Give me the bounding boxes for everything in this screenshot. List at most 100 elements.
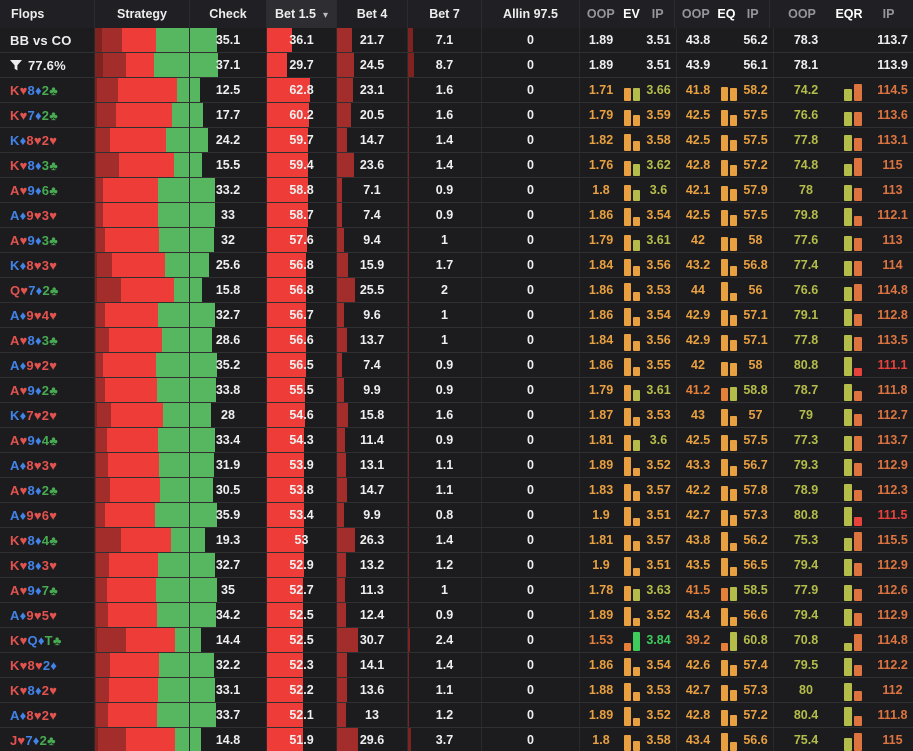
b4-value: 14.7: [359, 133, 385, 147]
strategy-segment-b4: [96, 453, 109, 477]
allin-cell: 0: [482, 503, 580, 527]
flop-row[interactable]: K♥ 7♦ 2♣ 17.7 60.2 20.5 1.6 0 1.79 3.59 42.5 57.5 76…: [0, 103, 913, 128]
frequency-bar-b4: [337, 628, 359, 652]
eqr-ip-value: 113: [882, 183, 903, 197]
col-header-bet-4[interactable]: Bet 4: [337, 0, 408, 28]
ev-ip-value: 3.62: [646, 158, 671, 172]
eqr-oop-value: 78.9: [793, 483, 819, 497]
flop-row[interactable]: A♦ 9♥ 4♥ 32.7 56.7 9.6 1 0 1.86 3.54 42.9 57.1 79.1 1…: [0, 303, 913, 328]
flop-row[interactable]: K♥ 8♦ 3♣ 15.5 59.4 23.6 1.4 0 1.76 3.62 42.8 57.2 74…: [0, 153, 913, 178]
flop-cards-cell: A♥ 9♦ 3♣: [0, 228, 95, 252]
eqr-oop-value: 79.1: [793, 308, 819, 322]
flop-row[interactable]: A♥ 8♦ 3♣ 28.6 56.6 13.7 1 0 1.84 3.56 42.9 57.1 77.8…: [0, 328, 913, 353]
flop-row[interactable]: A♥ 9♦ 3♣ 32 57.6 9.4 1 0 1.79 3.61 42 58 77.6 113: [0, 228, 913, 253]
flop-row[interactable]: K♥ 8♦ 4♣ 19.3 53 26.3 1.4 0 1.81 3.57 43.8 56.2 75.3…: [0, 528, 913, 553]
eq-oop-bar: [721, 281, 728, 301]
flop-row[interactable]: A♦ 9♥ 2♥ 35.2 56.5 7.4 0.9 0 1.86 3.55 42 58 80.8 111…: [0, 353, 913, 378]
eq-ip-value: 57: [748, 408, 763, 422]
flop-row[interactable]: A♦ 9♥ 6♥ 35.9 53.4 9.9 0.8 0 1.9 3.51 42.7 57.3 80.8…: [0, 503, 913, 528]
col-header-bet-1-5[interactable]: Bet 1.5 ▾: [267, 0, 337, 28]
filter-cell: 77.6%: [0, 53, 95, 77]
eqr-ip-bar: [854, 336, 862, 351]
filter-row[interactable]: 77.6% 37.1 29.7 24.5 8.7 0 1.89 3.51 43.9 56.1 78.…: [0, 53, 913, 78]
flop-row[interactable]: J♥ 7♦ 2♣ 14.8 51.9 29.6 3.7 0 1.8 3.58 43.4 56.6 75.…: [0, 728, 913, 751]
eqr-ip-value: 111.8: [877, 383, 908, 397]
eqr-oop-value: 78.7: [793, 383, 819, 397]
ev-oop-value: 1.8: [592, 183, 610, 197]
flop-row[interactable]: A♦ 9♥ 3♥ 33 58.7 7.4 0.9 0 1.86 3.54 42.5 57.5 79.8 1…: [0, 203, 913, 228]
strategy-bar: [95, 728, 190, 751]
col-header-check[interactable]: Check: [190, 0, 267, 28]
strategy-bar: [95, 428, 190, 452]
col-header-eqr-group[interactable]: OOP EQR IP: [770, 0, 913, 28]
frequency-bar-b4: [337, 378, 344, 402]
ev-ip-value: 3.56: [646, 258, 671, 272]
col-header-bet-7-label: Bet 7: [429, 7, 460, 21]
col-header-eq-group[interactable]: OOP EQ IP: [675, 0, 770, 28]
col-header-bet-7[interactable]: Bet 7: [408, 0, 482, 28]
strategy-segment-check: [166, 128, 189, 152]
flop-row[interactable]: A♥ 9♦ 2♣ 33.8 55.5 9.9 0.9 0 1.79 3.61 41.2 58.8 78.…: [0, 378, 913, 403]
flop-row[interactable]: K♦ 8♥ 3♥ 25.6 56.8 15.9 1.7 0 1.84 3.56 43.2 56.8 77…: [0, 253, 913, 278]
b15-value: 53.8: [289, 483, 314, 497]
eq-oop-bar: [721, 134, 728, 151]
strategy-segment-b7: [95, 78, 97, 102]
eqr-oop-value: 77.6: [793, 233, 819, 247]
col-header-ev-group[interactable]: OOP EV IP: [580, 0, 675, 28]
eq-header: EQ: [717, 7, 736, 21]
ev-ip-bar: [633, 366, 640, 376]
flop-row[interactable]: K♥ Q♦ T♣ 14.4 52.5 30.7 2.4 0 1.53 3.84 39.2 60.8 70…: [0, 628, 913, 653]
eqr-group: 76.6 114.8: [774, 278, 913, 302]
frequency-bar-b4: [337, 328, 347, 352]
check-cell: 12.5: [190, 78, 267, 102]
col-header-strategy[interactable]: Strategy: [95, 0, 190, 28]
b7-cell: 1.6: [408, 78, 482, 102]
card-5h: 5♥: [41, 607, 58, 623]
flop-row[interactable]: A♦ 8♥ 3♥ 31.9 53.9 13.1 1.1 0 1.89 3.52 43.3 56.7 79…: [0, 453, 913, 478]
flop-row[interactable]: Q♥ 7♦ 2♣ 15.8 56.8 25.5 2 0 1.86 3.53 44 56 76.6 114.…: [0, 278, 913, 303]
summary-row[interactable]: BB vs CO 35.1 36.1 21.7 7.1 0 1.89 3.51 43.8 56.2…: [0, 28, 913, 53]
b7-cell: 2.4: [408, 628, 482, 652]
ev-oop-bar: [624, 657, 631, 676]
b4-value: 13.2: [359, 558, 385, 572]
flop-row[interactable]: K♦ 7♥ 2♥ 28 54.6 15.8 1.6 0 1.87 3.53 43 57 79 112.7: [0, 403, 913, 428]
b15-value: 56.6: [289, 333, 314, 347]
frequency-bar-b7: [408, 653, 410, 677]
flop-row[interactable]: A♥ 9♦ 6♣ 33.2 58.8 7.1 0.9 0 1.8 3.6 42.1 57.9 78 113: [0, 178, 913, 203]
allin-value: 0: [527, 233, 534, 247]
flop-row[interactable]: K♥ 8♦ 3♥ 32.7 52.9 13.2 1.2 0 1.9 3.51 43.5 56.5 79.…: [0, 553, 913, 578]
b4-cell: 13.1: [337, 453, 408, 477]
col-header-allin[interactable]: Allin 97.5: [482, 0, 580, 28]
ev-ip-bar: [633, 490, 640, 501]
flop-row[interactable]: A♥ 9♦ 4♣ 33.4 54.3 11.4 0.9 0 1.81 3.6 42.5 57.5 77.…: [0, 428, 913, 453]
ev-oop-bar: [624, 282, 631, 301]
strategy-bar: [95, 403, 190, 427]
eqr-ip-bar: [854, 664, 862, 676]
flop-row[interactable]: K♦ 8♥ 2♥ 24.2 59.7 14.7 1.4 0 1.82 3.58 42.5 57.5 77…: [0, 128, 913, 153]
flop-row[interactable]: A♦ 9♥ 5♥ 34.2 52.5 12.4 0.9 0 1.89 3.52 43.4 56.6 79…: [0, 603, 913, 628]
flop-row[interactable]: A♥ 9♦ 7♣ 35 52.7 11.3 1 0 1.78 3.63 41.5 58.5 77.9 11…: [0, 578, 913, 603]
eqr-ip-value: 113.6: [877, 108, 908, 122]
b15-cell: 56.8: [267, 278, 337, 302]
frequency-bar-check: [190, 403, 212, 427]
flop-row[interactable]: A♥ 8♦ 2♣ 30.5 53.8 14.7 1.1 0 1.83 3.57 42.2 57.8 78…: [0, 478, 913, 503]
b15-value: 52.3: [289, 658, 314, 672]
flop-row[interactable]: A♦ 8♥ 2♥ 33.7 52.1 13 1.2 0 1.89 3.52 42.8 57.2 80.4…: [0, 703, 913, 728]
eqr-ip-bar: [854, 489, 862, 501]
flop-row[interactable]: K♥ 8♦ 2♥ 33.1 52.2 13.6 1.1 0 1.88 3.53 42.7 57.3 80…: [0, 678, 913, 703]
strategy-segment-b7: [95, 503, 96, 527]
frequency-bar-b15: [267, 703, 303, 727]
eqr-ip-bar: [854, 633, 862, 651]
flop-row[interactable]: K♥ 8♥ 2♦ 32.2 52.3 14.1 1.4 0 1.86 3.54 42.6 57.4 79…: [0, 653, 913, 678]
ev-mini-bars: [622, 605, 642, 626]
eqr-oop-bar: [844, 657, 852, 676]
strategy-segment-b15: [111, 253, 165, 277]
ev-ip-header: IP: [651, 7, 664, 21]
eq-ip-value: 56.6: [743, 733, 768, 747]
eq-mini-bars: [719, 305, 739, 326]
eq-ip-bar: [730, 714, 737, 726]
check-cell: 28: [190, 403, 267, 427]
flop-row[interactable]: K♥ 8♦ 2♣ 12.5 62.8 23.1 1.6 0 1.71 3.66 41.8 58.2 74…: [0, 78, 913, 103]
frequency-bar-b4: [337, 278, 355, 302]
col-header-flops[interactable]: Flops: [0, 0, 95, 28]
